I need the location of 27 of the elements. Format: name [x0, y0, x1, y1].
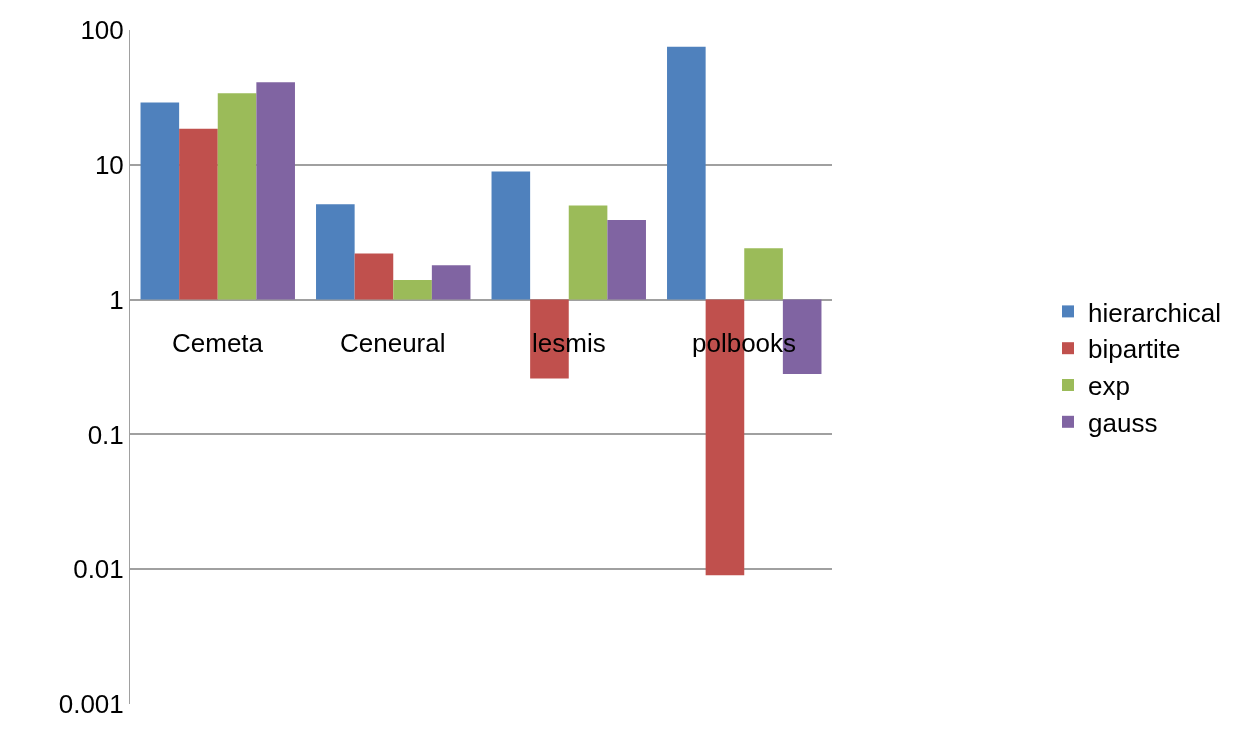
bar	[491, 171, 531, 300]
legend-label: exp	[1088, 371, 1130, 402]
bar	[667, 46, 706, 300]
bar	[393, 279, 432, 300]
y-tick-label: 0.1	[87, 419, 124, 450]
x-tick-label: polbooks	[692, 328, 797, 358]
legend-label: bipartite	[1088, 334, 1181, 365]
x-tick-label: Ceneural	[340, 328, 446, 358]
bar	[744, 248, 783, 300]
legend-label: hierarchical	[1088, 297, 1221, 328]
x-tick-label: Cemeta	[172, 328, 264, 358]
legend-label: gauss	[1088, 407, 1158, 438]
x-tick-label: lesmis	[532, 328, 606, 358]
bar	[217, 93, 257, 300]
bar	[256, 82, 295, 300]
y-tick-label: 1	[109, 284, 124, 315]
bar	[140, 102, 180, 300]
bar	[179, 128, 218, 300]
bar	[568, 205, 608, 300]
y-tick-label: 0.001	[58, 689, 124, 720]
bar	[607, 219, 646, 300]
bar	[354, 253, 394, 300]
y-tick-label: 10	[94, 149, 124, 180]
y-tick-label: 0.01	[73, 554, 124, 585]
bar	[316, 204, 355, 300]
y-tick-label: 100	[80, 15, 124, 46]
bar	[431, 265, 471, 300]
